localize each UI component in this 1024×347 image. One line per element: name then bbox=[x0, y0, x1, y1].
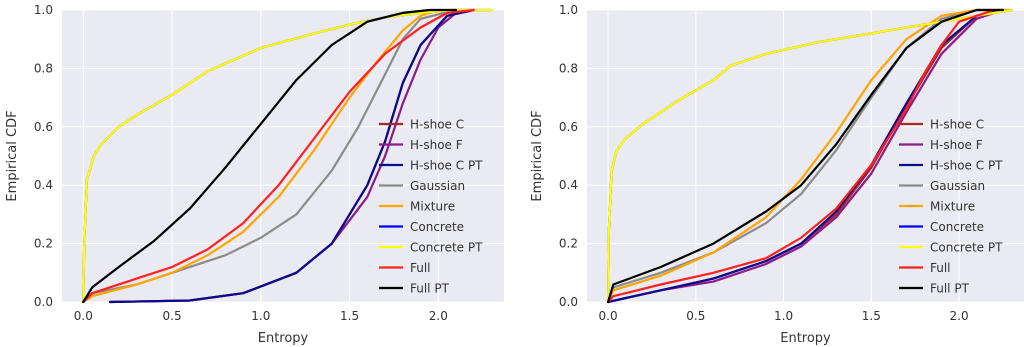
y-tick-label: 0.2 bbox=[34, 237, 53, 251]
gridlines bbox=[62, 9, 504, 303]
legend-label-h-shoe-f: H-shoe F bbox=[930, 138, 983, 152]
legend-label-mixture: Mixture bbox=[930, 200, 975, 214]
x-tick-label: 2.0 bbox=[950, 309, 969, 323]
y-tick-label: 1.0 bbox=[34, 3, 53, 17]
series-line-mixture bbox=[606, 8, 1013, 304]
legend-label-full-pt: Full PT bbox=[930, 282, 970, 296]
y-axis-label: Empirical CDF bbox=[530, 110, 545, 201]
legend-label-full: Full bbox=[410, 261, 431, 275]
series-line-full-pt bbox=[606, 8, 1005, 304]
legend: H-shoe C H-shoe F H-shoe C PT Gaussian Mixtu… bbox=[379, 118, 483, 296]
legend-label-gaussian: Gaussian bbox=[410, 179, 465, 193]
x-tick-label: 2.0 bbox=[429, 309, 448, 323]
series-line-concrete-pt bbox=[82, 8, 493, 304]
legend-label-concrete-pt: Concrete PT bbox=[410, 241, 483, 255]
y-tick-label: 0.8 bbox=[559, 61, 578, 75]
y-tick-label: 0.0 bbox=[34, 295, 53, 309]
x-axis-label: Entropy bbox=[780, 331, 831, 346]
legend: H-shoe C H-shoe F H-shoe C PT Gaussian Mixtu… bbox=[899, 118, 1003, 296]
legend-label-gaussian: Gaussian bbox=[930, 179, 985, 193]
legend-label-concrete: Concrete bbox=[410, 220, 464, 234]
y-tick-label: 0.4 bbox=[34, 178, 53, 192]
legend-label-concrete: Concrete bbox=[930, 220, 984, 234]
legend-label-concrete-pt: Concrete PT bbox=[930, 241, 1003, 255]
x-tick-label: 0.5 bbox=[686, 309, 705, 323]
series-line-h-shoe-c-pt bbox=[108, 8, 475, 304]
series-line-mixture bbox=[82, 8, 475, 304]
plot-area bbox=[587, 10, 1024, 302]
x-tick-label: 0.0 bbox=[599, 309, 618, 323]
y-tick-label: 0.4 bbox=[559, 178, 578, 192]
x-tick-label: 1.5 bbox=[340, 309, 359, 323]
x-tick-label: 1.5 bbox=[862, 309, 881, 323]
y-tick-label: 1.0 bbox=[559, 3, 578, 17]
chart-panel-left: 0.0 0.2 0.4 0.6 0.8 1.0 0.0 0.5 1.0 1.5 2.0 Entropy… bbox=[5, 3, 504, 346]
series-lines bbox=[82, 8, 493, 304]
legend-label-mixture: Mixture bbox=[410, 200, 455, 214]
y-tick-label: 0.6 bbox=[559, 120, 578, 134]
y-tick-label: 0.8 bbox=[34, 61, 53, 75]
x-tick-label: 0.5 bbox=[163, 309, 182, 323]
x-tick-label: 0.0 bbox=[74, 309, 93, 323]
series-line-h-shoe-f bbox=[606, 8, 1005, 304]
legend-label-h-shoe-c-pt: H-shoe C PT bbox=[410, 159, 483, 173]
legend-label-h-shoe-c-pt: H-shoe C PT bbox=[930, 159, 1003, 173]
y-tick-label: 0.0 bbox=[559, 295, 578, 309]
plot-area bbox=[62, 10, 504, 302]
series-line-full bbox=[82, 8, 475, 304]
series-line-h-shoe-c-pt bbox=[606, 8, 1005, 304]
legend-label-full: Full bbox=[930, 261, 951, 275]
legend-label-h-shoe-c: H-shoe C bbox=[410, 118, 464, 132]
x-axis-label: Entropy bbox=[258, 331, 309, 346]
series-line-full-pt bbox=[82, 8, 458, 304]
legend-label-h-shoe-c: H-shoe C bbox=[930, 118, 984, 132]
legend-label-full-pt: Full PT bbox=[410, 282, 450, 296]
legend-label-h-shoe-f: H-shoe F bbox=[410, 138, 463, 152]
x-tick-label: 1.0 bbox=[251, 309, 270, 323]
series-line-gaussian bbox=[606, 8, 1013, 304]
series-lines bbox=[606, 8, 1013, 304]
y-axis-label: Empirical CDF bbox=[5, 110, 20, 201]
x-tick-label: 1.0 bbox=[774, 309, 793, 323]
chart-panel-right: 0.0 0.2 0.4 0.6 0.8 1.0 0.0 0.5 1.0 1.5 2.0 Entropy… bbox=[530, 3, 1024, 346]
y-tick-label: 0.6 bbox=[34, 120, 53, 134]
y-tick-label: 0.2 bbox=[559, 237, 578, 251]
gridlines bbox=[587, 9, 1024, 303]
series-line-full bbox=[606, 8, 996, 304]
